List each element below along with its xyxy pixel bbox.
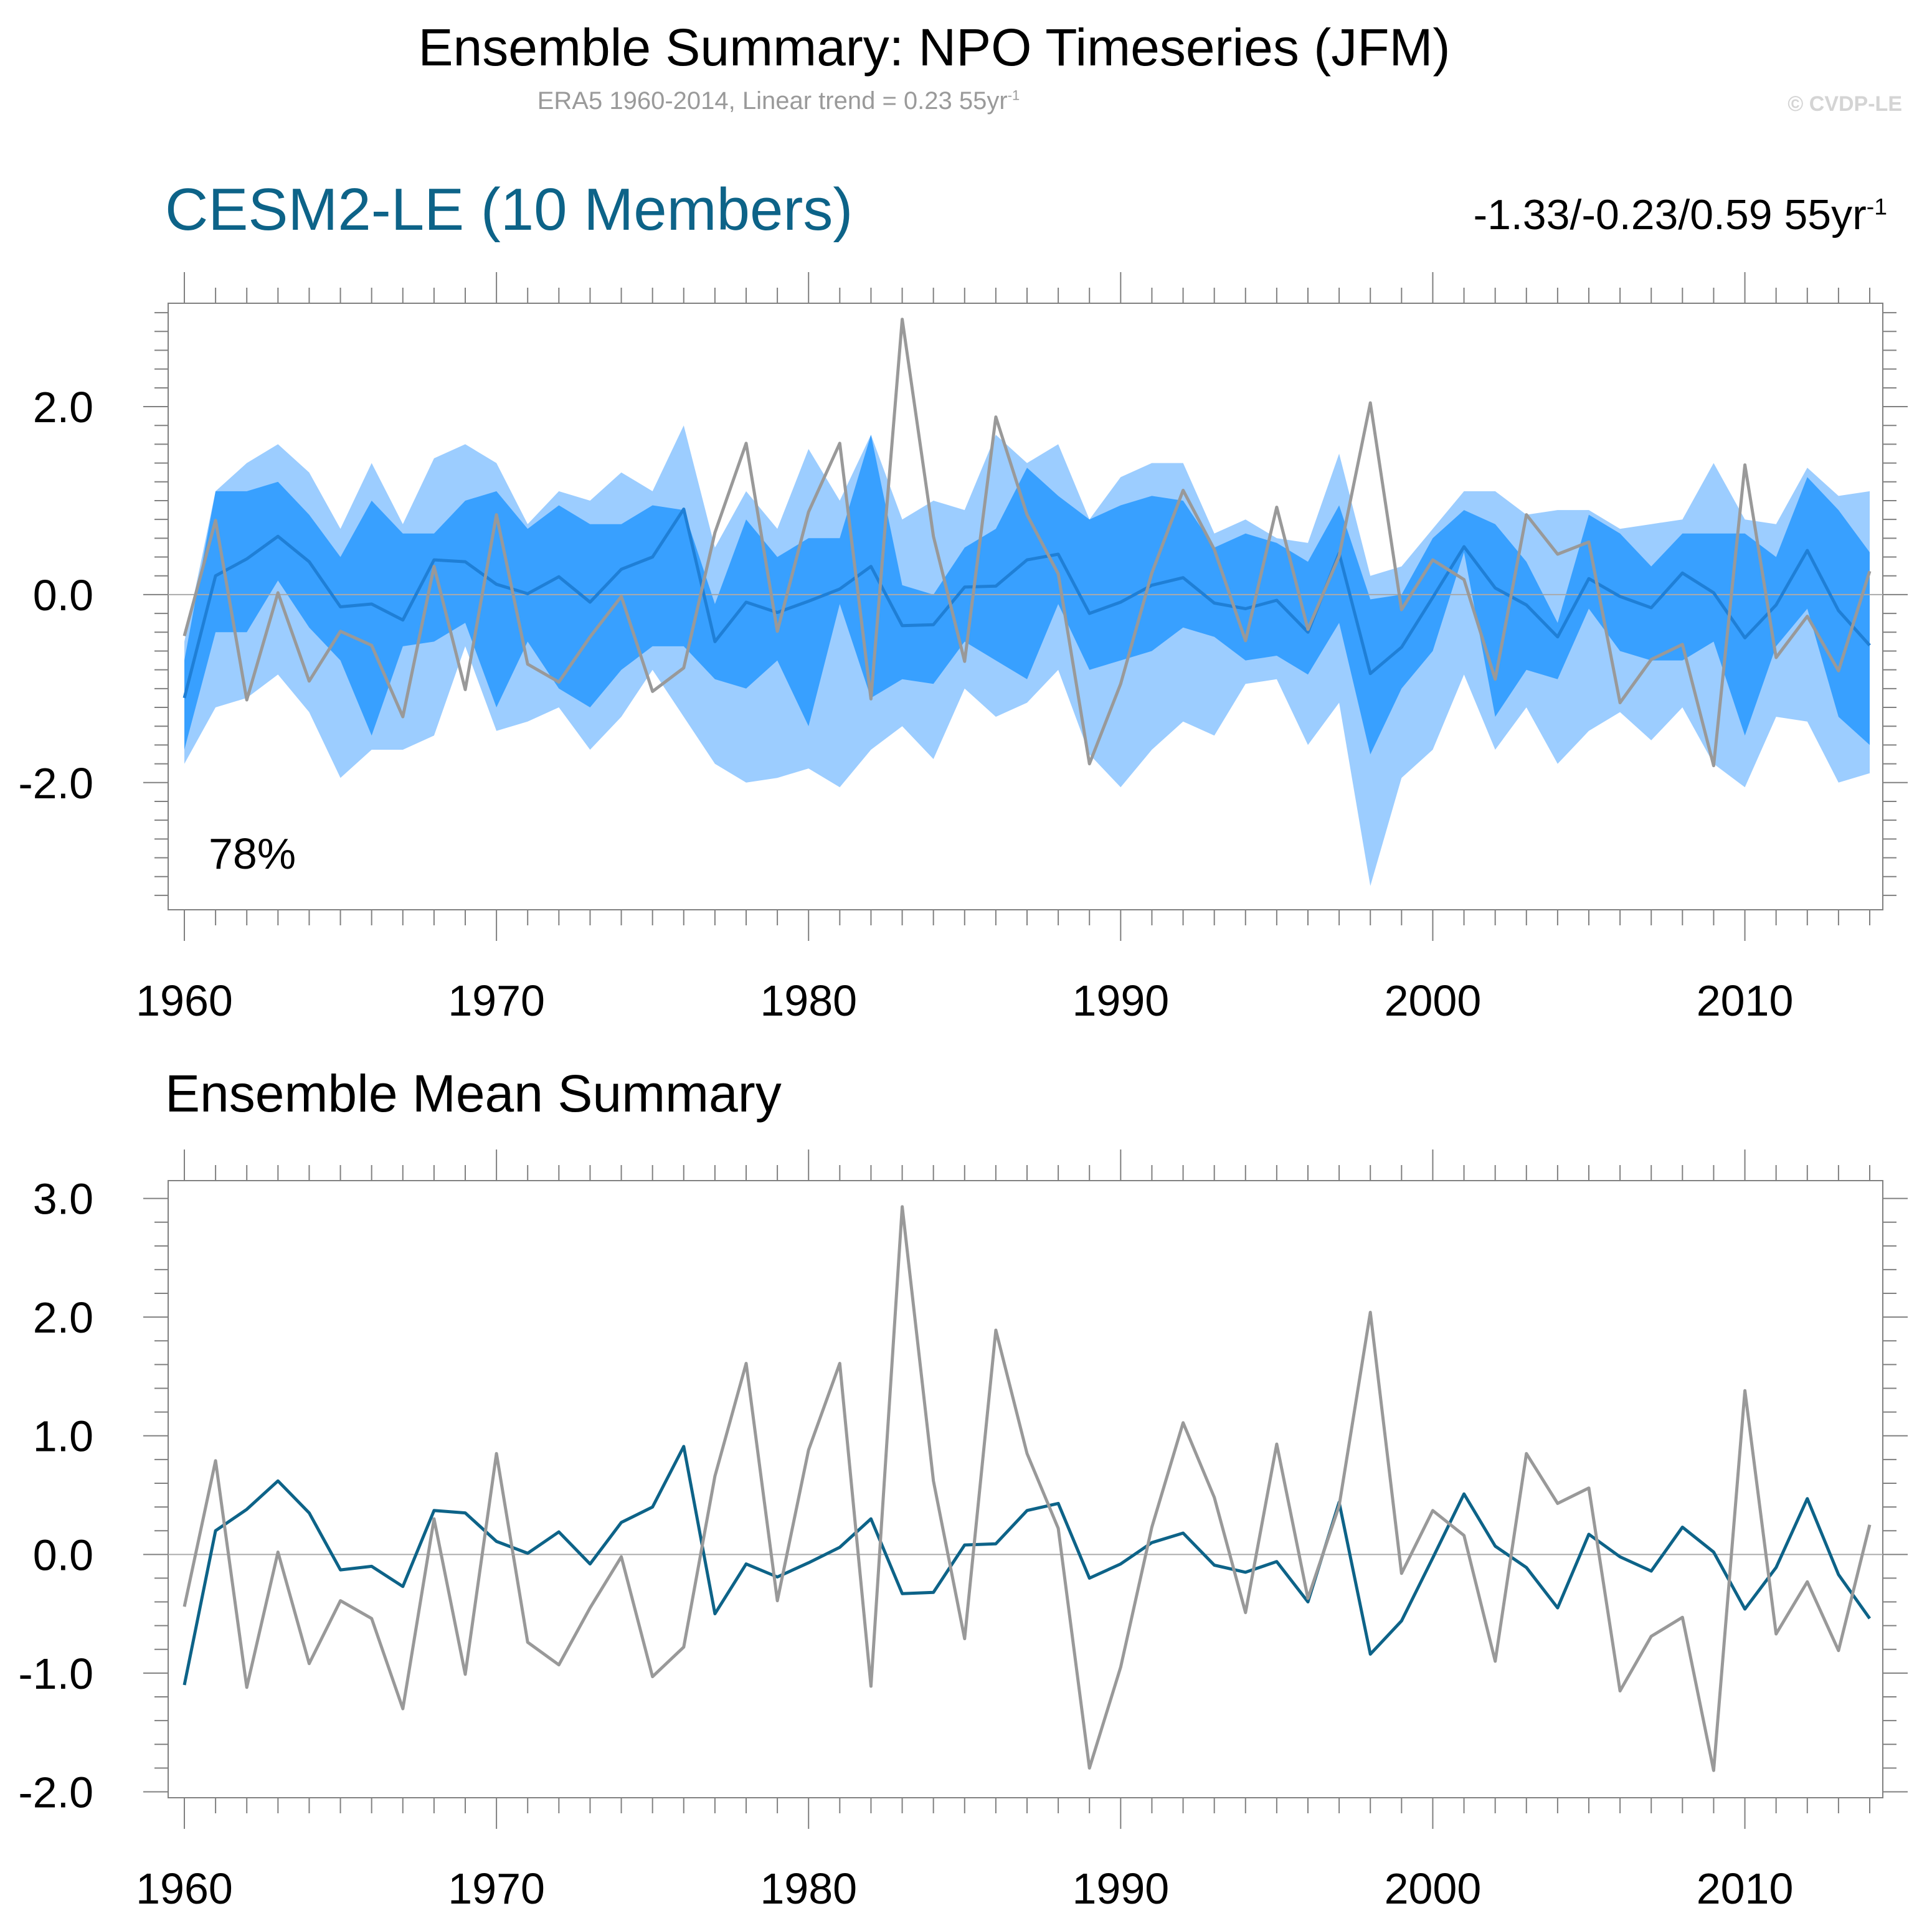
figure-subtitle: ERA5 1960-2014, Linear trend = 0.23 55yr… (0, 87, 1557, 115)
x-tick-label: 2000 (1385, 976, 1482, 1025)
ensemble-mean-line (182, 507, 1871, 699)
y-tick-label: -2.0 (18, 1768, 93, 1816)
plot-frame (168, 1180, 1883, 1798)
y-tick-label: 1.0 (33, 1412, 93, 1461)
x-tick-label: 1990 (1072, 1864, 1169, 1913)
y-tick-label: 2.0 (33, 1293, 93, 1342)
subtitle-text: ERA5 1960-2014, Linear trend = 0.23 55yr (537, 87, 1008, 115)
y-tick-label: -2.0 (18, 759, 93, 808)
y-tick-label: 2.0 (33, 383, 93, 432)
ensemble-mean-plot: 3.0 2.0 1.0 0.0 -1.0 -2.0 1960 1970 1980 1990 2000… (18, 1149, 1908, 1913)
observed-line (182, 1205, 1872, 1772)
observed-line (182, 318, 1872, 768)
figure-title: Ensemble Summary: NPO Timeseries (JFM) (418, 18, 1451, 77)
x-tick-label: 1970 (448, 1864, 545, 1913)
subtitle-superscript: -1 (1007, 87, 1020, 103)
ensemble-mean-line (182, 1445, 1872, 1686)
x-tick-label: 2000 (1385, 1864, 1482, 1913)
trend-superscript: -1 (1866, 193, 1887, 220)
y-tick-label: -1.0 (18, 1650, 93, 1698)
copyright-label: © CVDP-LE (1788, 92, 1902, 116)
x-tick-label: 1990 (1072, 976, 1169, 1025)
mean-panel-title: Ensemble Mean Summary (165, 1064, 782, 1123)
percent-annotation: 78% (209, 829, 296, 878)
x-tick-label: 2010 (1697, 976, 1794, 1025)
ensemble-panel-title: CESM2-LE (10 Members) (165, 176, 853, 243)
trend-text: -1.33/-0.23/0.59 55yr (1473, 191, 1867, 238)
y-tick-label: 0.0 (33, 571, 93, 620)
x-tick-label: 1960 (136, 1864, 233, 1913)
x-tick-label: 1970 (448, 976, 545, 1025)
x-tick-label: 1980 (760, 1864, 857, 1913)
x-tick-label: 1960 (136, 976, 233, 1025)
plot-frame (168, 303, 1883, 910)
ensemble-trend-label: -1.33/-0.23/0.59 55yr-1 (1473, 191, 1887, 239)
y-tick-label: 3.0 (33, 1175, 93, 1224)
x-tick-label: 1980 (760, 976, 857, 1025)
y-tick-label: 0.0 (33, 1531, 93, 1579)
ensemble-summary-plot: 2.0 0.0 -2.0 1960 1970 1980 1990 2000 2010 78% (18, 272, 1908, 1025)
x-tick-label: 2010 (1697, 1864, 1794, 1913)
